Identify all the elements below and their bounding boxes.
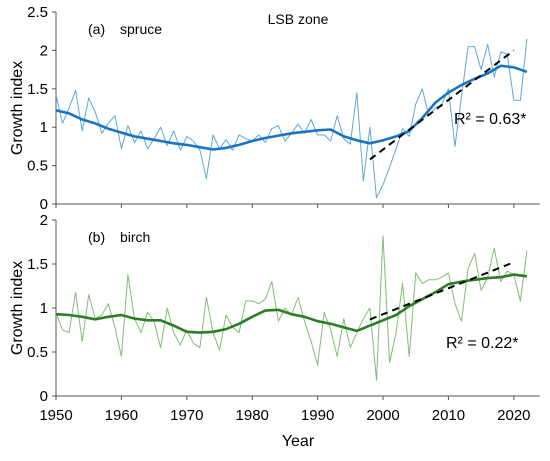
y-tick-label: 2 bbox=[40, 42, 48, 59]
smoothed-series-line bbox=[55, 64, 528, 151]
trend-line bbox=[369, 261, 515, 321]
x-tick-label: 1950 bbox=[39, 407, 72, 424]
y-tick-label: 1.5 bbox=[27, 256, 48, 273]
x-tick-label: 1960 bbox=[105, 407, 138, 424]
zone-label: LSB zone bbox=[268, 11, 329, 27]
x-tick-label: 2010 bbox=[432, 407, 465, 424]
y-tick-label: 1 bbox=[40, 119, 48, 136]
panel-a-spruce: 0 0.5 1 1.5 2 2.5 Growth index (a) spruce LSB zon… bbox=[9, 4, 540, 213]
r-squared-label: R² = 0.63* bbox=[454, 111, 526, 128]
y-tick-label: 1 bbox=[40, 300, 48, 317]
x-tick-label: 1970 bbox=[170, 407, 203, 424]
y-tick-label: 0 bbox=[40, 196, 48, 213]
panel-label: (a) bbox=[88, 21, 105, 37]
species-label: spruce bbox=[120, 21, 162, 37]
y-tick-label: 2.5 bbox=[27, 4, 48, 21]
y-axis-title: Growth index bbox=[9, 61, 26, 155]
y-axis-title: Growth index bbox=[9, 261, 26, 355]
y-tick-label: 2 bbox=[40, 212, 48, 229]
trend-line bbox=[369, 49, 515, 161]
panel-label: (b) bbox=[88, 229, 105, 245]
r-squared-label: R² = 0.22* bbox=[446, 335, 518, 352]
x-tick-label: 1980 bbox=[236, 407, 269, 424]
species-label: birch bbox=[120, 229, 150, 245]
x-axis-title: Year bbox=[282, 433, 315, 450]
x-tick-label: 1990 bbox=[301, 407, 334, 424]
y-tick-label: 0 bbox=[40, 388, 48, 405]
panel-b-birch: 0 0.5 1 1.5 2 1950 1960 1970 1980 1990 2000 2010 202… bbox=[9, 212, 540, 450]
y-tick-label: 0.5 bbox=[27, 158, 48, 175]
smoothed-series-line bbox=[55, 273, 528, 334]
x-tick-label: 2000 bbox=[366, 407, 399, 424]
y-tick-label: 1.5 bbox=[27, 81, 48, 98]
y-tick-label: 0.5 bbox=[27, 344, 48, 361]
x-tick-label: 2020 bbox=[497, 407, 530, 424]
raw-series-line bbox=[55, 235, 528, 381]
